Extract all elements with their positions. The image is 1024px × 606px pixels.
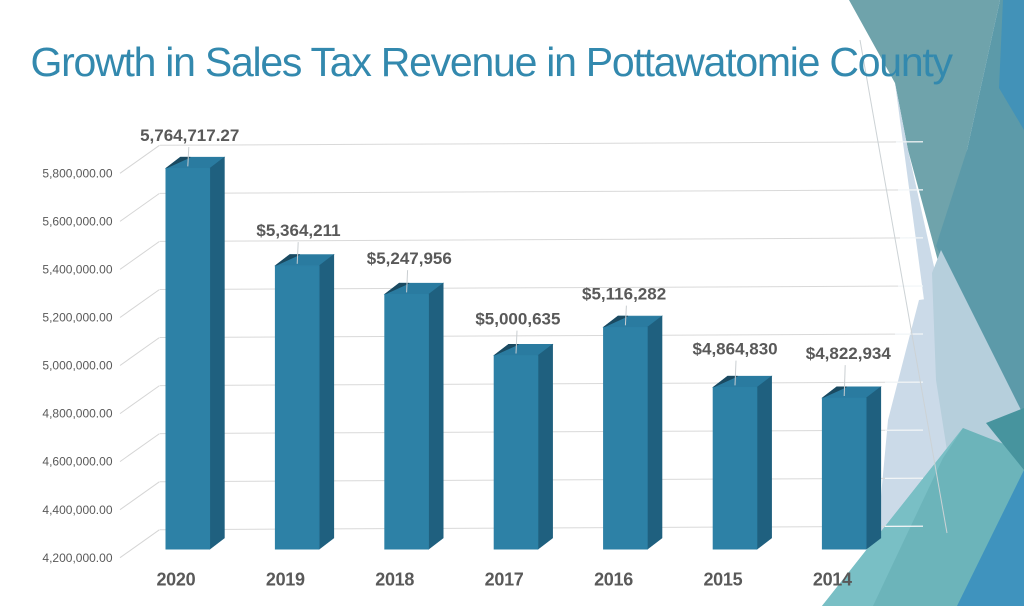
svg-text:$4,822,934: $4,822,934 [806,344,892,363]
svg-text:4,600,000.00: 4,600,000.00 [42,455,112,469]
svg-text:2019: 2019 [266,570,305,590]
svg-text:5,200,000.00: 5,200,000.00 [42,311,112,325]
svg-text:5,764,717.27: 5,764,717.27 [140,126,239,145]
svg-text:$5,247,956: $5,247,956 [367,249,452,268]
svg-text:5,800,000.00: 5,800,000.00 [42,166,112,180]
svg-text:Growth in Sales Tax Revenue in: Growth in Sales Tax Revenue in Pottawato… [31,39,954,85]
svg-text:2017: 2017 [485,570,524,590]
svg-text:2014: 2014 [813,570,852,590]
svg-text:2018: 2018 [375,570,414,590]
svg-text:2015: 2015 [703,570,742,590]
svg-text:4,400,000.00: 4,400,000.00 [42,503,112,517]
svg-text:2020: 2020 [156,570,195,590]
svg-text:4,800,000.00: 4,800,000.00 [42,407,112,421]
svg-text:5,000,000.00: 5,000,000.00 [42,359,112,373]
svg-text:5,600,000.00: 5,600,000.00 [42,215,112,229]
svg-text:$5,116,282: $5,116,282 [582,285,666,304]
svg-text:4,200,000.00: 4,200,000.00 [42,551,112,565]
svg-text:2016: 2016 [594,570,633,590]
svg-text:$4,864,830: $4,864,830 [693,340,778,359]
svg-text:$5,364,211: $5,364,211 [256,221,340,240]
svg-text:$5,000,635: $5,000,635 [475,310,560,329]
svg-text:5,400,000.00: 5,400,000.00 [42,263,112,277]
